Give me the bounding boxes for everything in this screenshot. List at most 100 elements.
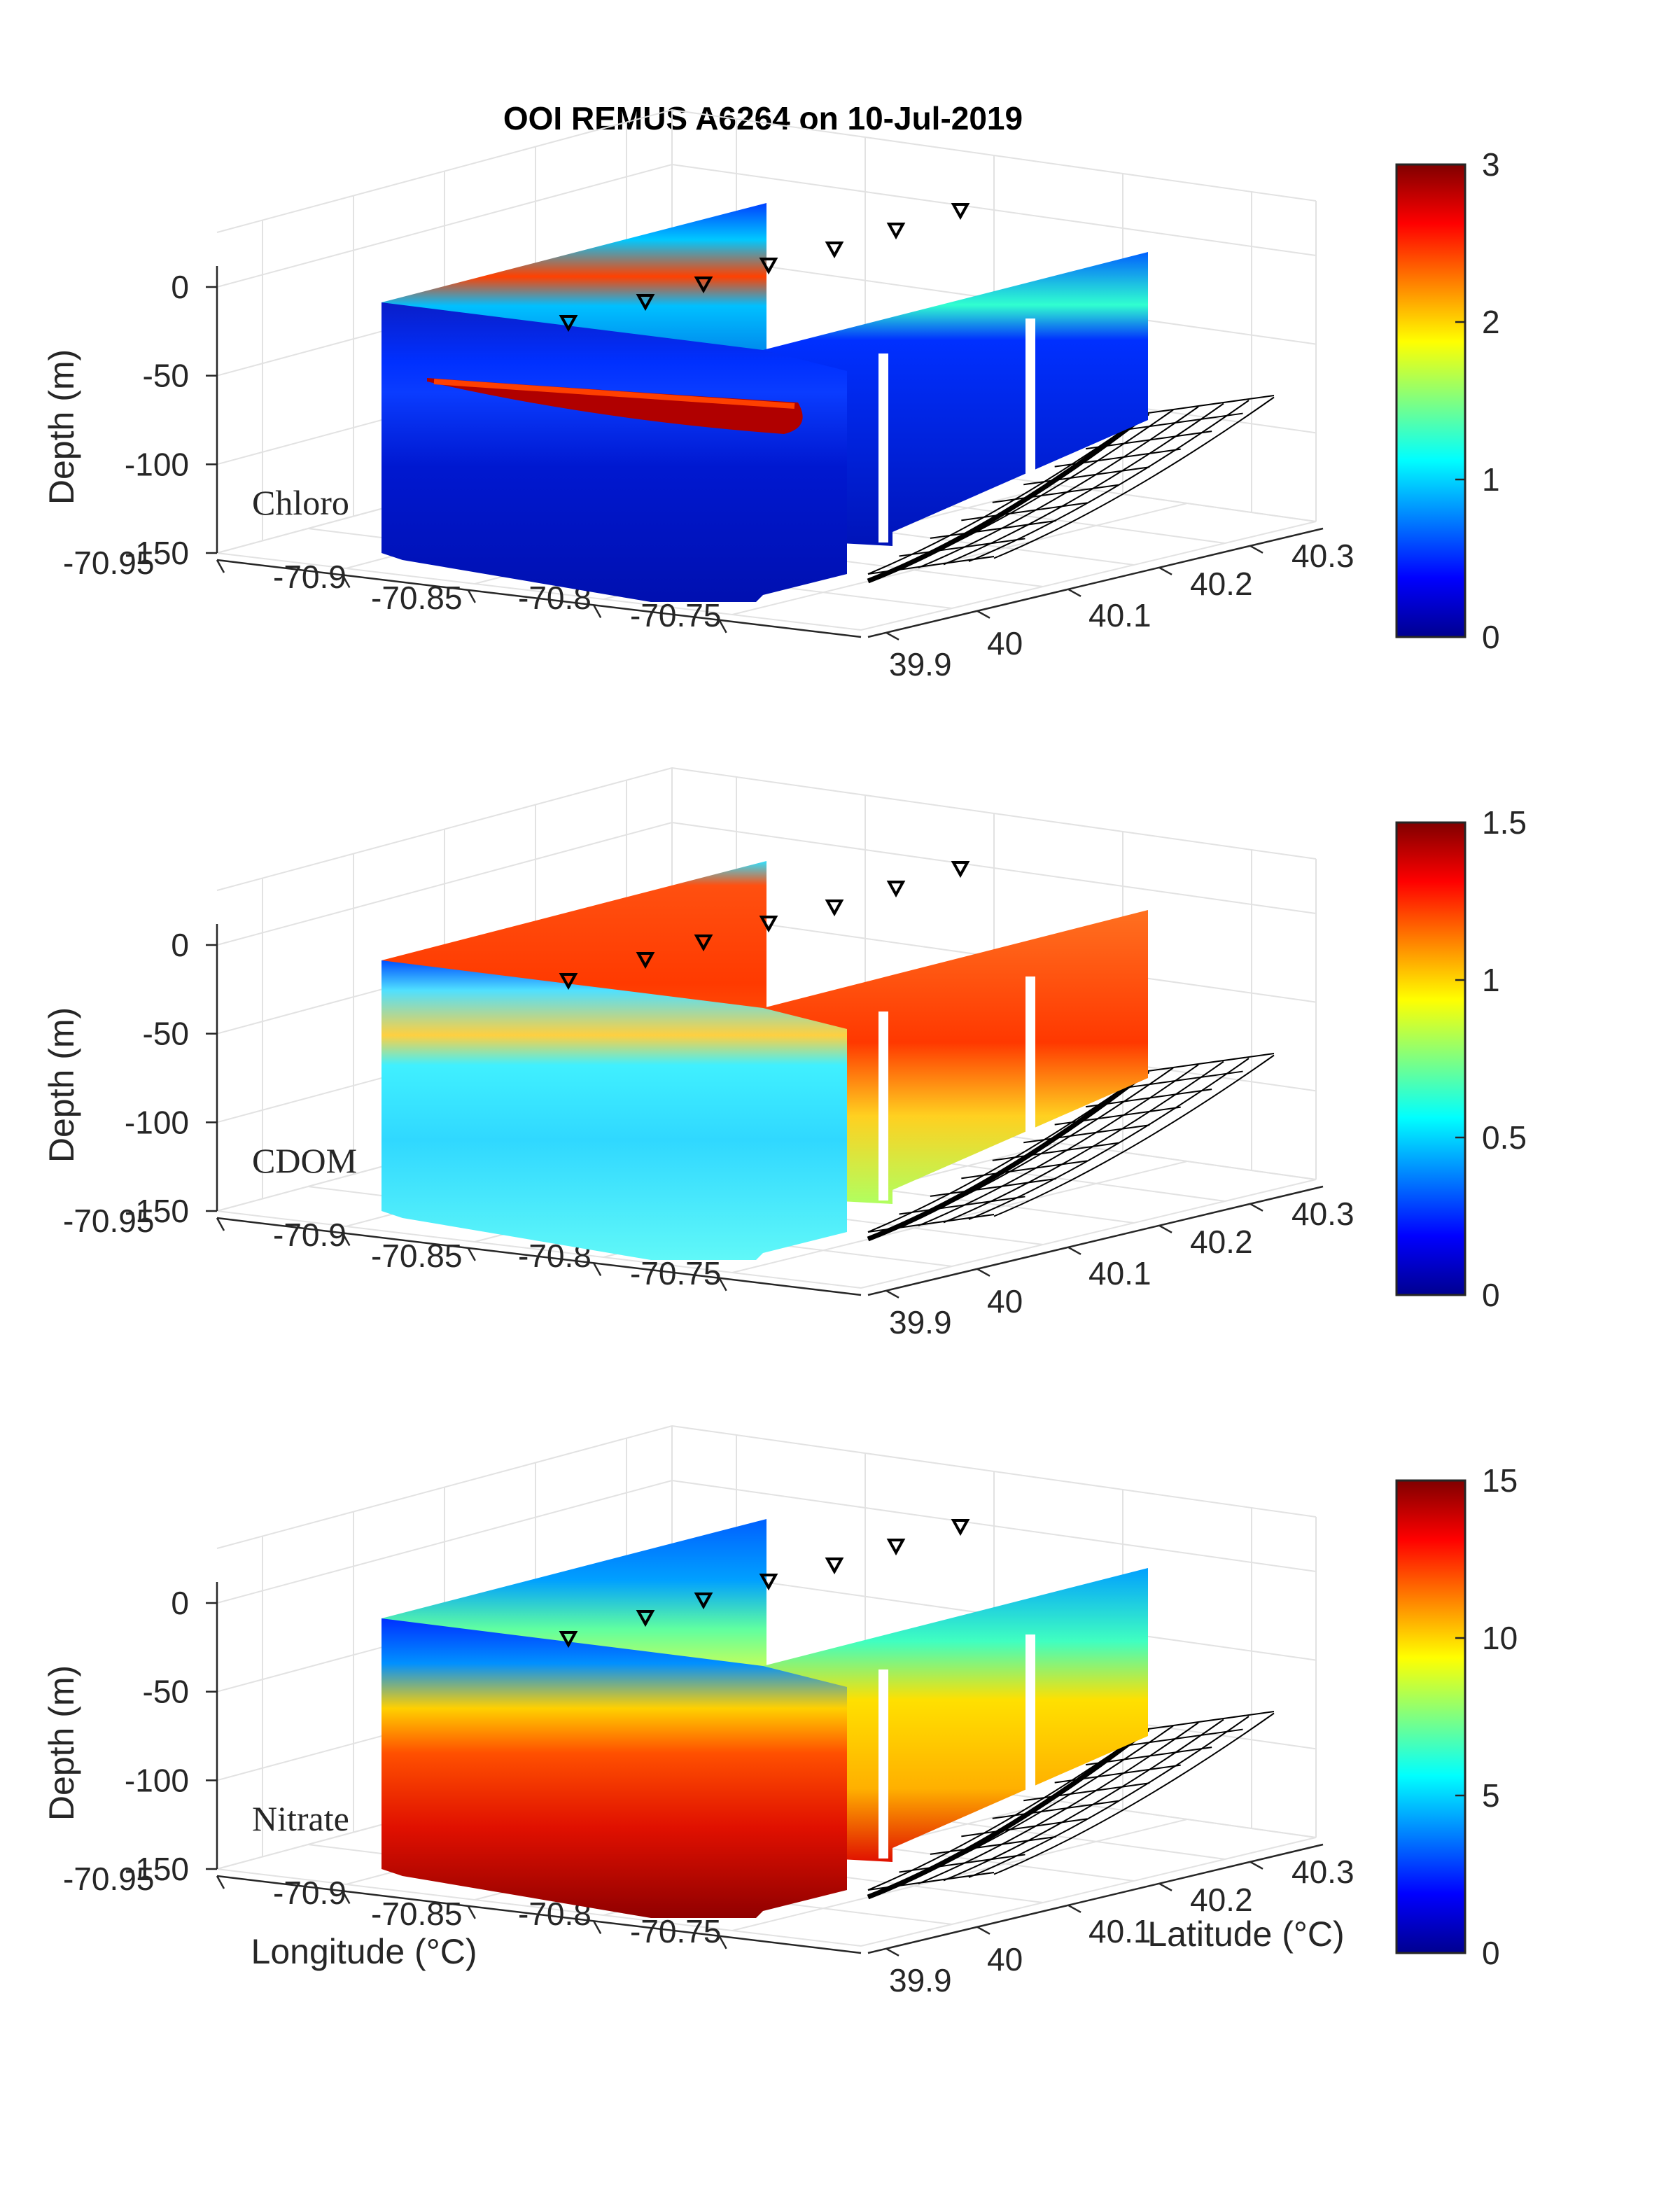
gridline-floor <box>732 1161 1188 1273</box>
mesh-line <box>918 1064 1199 1226</box>
colorbar-tick-label: 1 <box>1482 962 1500 998</box>
x-tick-label: -70.75 <box>630 1255 721 1292</box>
y-tick-mark <box>1068 1904 1082 1913</box>
surface-marker <box>825 899 844 917</box>
section-curtains <box>382 1519 1148 1918</box>
surface-marker <box>636 952 655 969</box>
colorbar-tick-label: 0.5 <box>1482 1119 1527 1156</box>
mesh-line <box>1023 1124 1150 1144</box>
bottom-mesh <box>867 1053 1275 1242</box>
y-axis-line <box>867 527 1324 638</box>
z-tick-label: -50 <box>143 1674 189 1710</box>
mesh-line <box>968 1716 1250 1878</box>
x-tick-label: -70.9 <box>273 1875 346 1911</box>
x-tick-mark <box>593 604 602 618</box>
x-axis-label: Longitude (°C) <box>251 1932 477 1971</box>
colorbar-tick-label: 1.5 <box>1482 804 1527 841</box>
bottom-track <box>867 1727 1150 1900</box>
mesh-line <box>930 519 1057 539</box>
mesh-line <box>1147 1053 1275 1072</box>
x-tick-label: -70.85 <box>371 1896 462 1932</box>
y-tick-label: 40.1 <box>1088 597 1152 634</box>
surface-marker <box>636 1610 655 1628</box>
y-tick-label: 40 <box>987 1283 1023 1320</box>
y-tick-label: 40.3 <box>1292 1854 1354 1890</box>
x-tick-label: -70.85 <box>371 580 462 616</box>
x-tick-label: -70.9 <box>273 1217 346 1253</box>
y-axis-line <box>867 1843 1324 1954</box>
surface-marker <box>886 1539 906 1556</box>
y-tick-mark <box>1068 1246 1082 1255</box>
axes: 0 -50 -100 -150 Depth (m) -70.95 -70.9 -70.85 -7… <box>42 266 1354 682</box>
x-tick-label: -70.9 <box>273 559 346 595</box>
surface-marker <box>825 241 844 259</box>
y-tick-mark <box>1158 1882 1172 1891</box>
data-gap <box>1026 976 1035 1138</box>
colorbar-tick-label: 2 <box>1482 304 1500 340</box>
panel-annotation: Nitrate <box>252 1799 349 1838</box>
x-tick-mark <box>216 559 225 573</box>
colorbar-tick-label: 0 <box>1482 1935 1500 1971</box>
y-axis-label: Latitude (°C) <box>1147 1914 1344 1954</box>
z-tick-label: -100 <box>125 1104 189 1140</box>
mesh-line <box>968 400 1250 562</box>
mesh-line <box>918 1722 1199 1884</box>
front-curtain <box>382 1618 847 1918</box>
x-tick-mark <box>718 1278 727 1292</box>
mesh-line <box>930 1177 1057 1197</box>
mesh-line <box>992 1142 1119 1161</box>
surface-markers <box>559 861 970 990</box>
surface-marker <box>694 934 713 952</box>
y-tick-label: 40 <box>987 625 1023 662</box>
mesh-line <box>1023 1782 1150 1802</box>
y-tick-mark <box>1250 1861 1264 1870</box>
axes: 0 -50 -100 -150 Depth (m) -70.95 -70.9 -70.85 -7… <box>42 1582 1354 1998</box>
right-curtain <box>763 910 1148 1204</box>
colorbar-frame <box>1395 821 1466 1296</box>
section-curtains <box>382 203 1148 602</box>
mesh-line <box>899 1854 1026 1873</box>
mesh-line <box>961 1160 1088 1180</box>
mesh-line <box>1116 412 1243 432</box>
data-gap <box>878 1670 888 1858</box>
chlorophyll-maximum <box>427 378 803 434</box>
gridline-floor <box>860 1837 1317 1947</box>
surface-marker <box>759 916 778 933</box>
x-tick-mark <box>467 589 476 603</box>
axes: 0 -50 -100 -150 Depth (m) -70.95 -70.9 -70.85 -7… <box>42 924 1354 1340</box>
y-tick-label: 39.9 <box>889 1304 952 1340</box>
section-curtains <box>382 861 1148 1260</box>
y-tick-mark <box>886 631 899 640</box>
surface-marker <box>759 258 778 275</box>
panel-annotation: CDOM <box>252 1141 357 1180</box>
mesh-line <box>993 1712 1275 1875</box>
figure-title: OOI REMUS A6264 on 10-Jul-2019 <box>503 100 1023 136</box>
data-gap <box>1026 1634 1035 1795</box>
bottom-track <box>867 1069 1150 1242</box>
panel-chloro: 0 -50 -100 -150 Depth (m) -70.95 -70.9 -70.85 -7… <box>42 108 1500 682</box>
y-tick-label: 40.3 <box>1292 1196 1354 1232</box>
z-tick-label: -50 <box>143 358 189 394</box>
data-gap <box>878 1011 888 1200</box>
bottom-mesh <box>867 1711 1275 1900</box>
x-tick-mark <box>216 1875 225 1889</box>
x-tick-label: -70.95 <box>63 545 154 581</box>
mesh-line <box>993 396 1275 559</box>
colorbar-tick-label: 3 <box>1482 146 1500 183</box>
panel-nitrate: 0 -50 -100 -150 Depth (m) -70.95 -70.9 -70.85 -7… <box>42 1424 1518 1998</box>
panel-cdom: 0 -50 -100 -150 Depth (m) -70.95 -70.9 -70.85 -7… <box>42 766 1527 1340</box>
x-tick-mark <box>342 1232 351 1247</box>
z-tick-label: 0 <box>171 269 189 305</box>
x-tick-label: -70.95 <box>63 1203 154 1239</box>
colorbar-frame <box>1395 1479 1466 1954</box>
y-tick-label: 40.3 <box>1292 538 1354 574</box>
colorbar-tick-label: 0 <box>1482 619 1500 655</box>
z-tick-label: 0 <box>171 1585 189 1621</box>
mesh-line <box>993 1054 1275 1217</box>
y-tick-mark <box>886 1947 899 1956</box>
y-tick-mark <box>1250 545 1264 554</box>
z-tick-label: -150 <box>125 1851 189 1887</box>
z-axis-label: Depth (m) <box>42 1665 81 1821</box>
mesh-line <box>961 1818 1088 1837</box>
colorbar <box>1396 822 1465 1295</box>
